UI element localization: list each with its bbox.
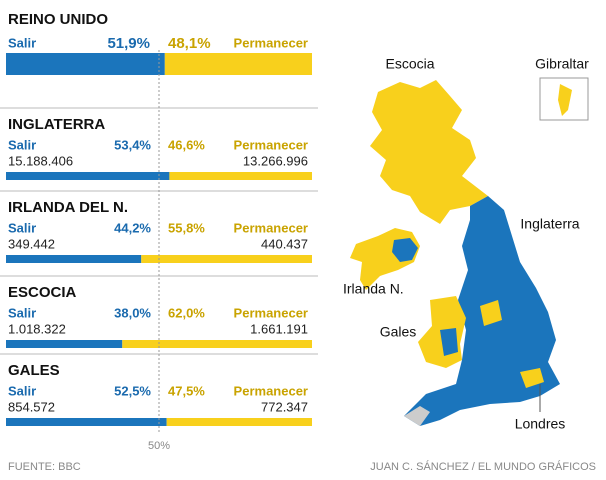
remain-votes: 440.437 [261, 236, 308, 251]
remain-pct: 62,0% [168, 305, 205, 320]
wales-leave-area [440, 328, 458, 356]
leave-label: Salir [8, 305, 36, 320]
region-name: ESCOCIA [8, 284, 77, 301]
leave-label: Salir [8, 383, 36, 398]
leave-votes: 854.572 [8, 399, 55, 414]
leave-bar [6, 255, 142, 263]
remain-label: Permanecer [234, 220, 308, 235]
remain-pct: 46,6% [168, 137, 205, 152]
remain-bar [141, 255, 312, 263]
remain-votes: 13.266.996 [243, 153, 308, 168]
remain-votes: 1.661.191 [250, 321, 308, 336]
northern-ireland-shape [392, 238, 418, 262]
region-name: GALES [8, 362, 60, 379]
remain-pct: 47,5% [168, 383, 205, 398]
leave-bar [6, 172, 170, 180]
map-label: Escocia [385, 56, 434, 72]
remain-pct: 48,1% [168, 35, 211, 52]
map-label: Londres [515, 416, 566, 432]
leave-votes: 15.188.406 [8, 153, 73, 168]
leave-pct: 53,4% [114, 137, 151, 152]
leave-bar [6, 418, 167, 426]
remain-bar [169, 172, 312, 180]
remain-votes: 772.347 [261, 399, 308, 414]
leave-votes: 349.442 [8, 236, 55, 251]
leave-bar [6, 340, 123, 348]
leave-pct: 44,2% [114, 220, 151, 235]
region-name: INGLATERRA [8, 116, 105, 133]
map-label: Gales [380, 324, 417, 340]
remain-bar [166, 418, 312, 426]
leave-votes: 1.018.322 [8, 321, 66, 336]
region-name: REINO UNIDO [8, 11, 108, 28]
remain-label: Permanecer [234, 383, 308, 398]
map-label: Gibraltar [535, 56, 589, 72]
map-label: Irlanda N. [343, 281, 404, 297]
leave-bar [6, 53, 165, 75]
remain-pct: 55,8% [168, 220, 205, 235]
results-panel: REINO UNIDO Salir 51,9% 48,1% Permanecer INGL… [0, 11, 318, 452]
remain-label: Permanecer [234, 35, 308, 50]
cornwall-area [404, 406, 430, 426]
leave-pct: 51,9% [107, 35, 150, 52]
map-label: Inglaterra [520, 216, 579, 232]
map [350, 77, 589, 426]
scotland-shape [370, 80, 488, 224]
map-labels: Escocia Gibraltar Inglaterra Irlanda N. Gale… [343, 56, 589, 432]
remain-bar [164, 53, 312, 75]
midline-label: 50% [148, 440, 170, 452]
london-shape [520, 368, 544, 388]
leave-label: Salir [8, 137, 36, 152]
leave-pct: 38,0% [114, 305, 151, 320]
gibraltar-shape [558, 84, 572, 116]
region-name: IRLANDA DEL N. [8, 199, 128, 216]
leave-label: Salir [8, 35, 36, 50]
remain-label: Permanecer [234, 137, 308, 152]
source: FUENTE: BBC [8, 461, 81, 473]
remain-label: Permanecer [234, 305, 308, 320]
leave-label: Salir [8, 220, 36, 235]
leave-pct: 52,5% [114, 383, 151, 398]
remain-bar [122, 340, 312, 348]
england-remain-area [480, 300, 502, 326]
credit: JUAN C. SÁNCHEZ / EL MUNDO GRÁFICOS [370, 460, 596, 473]
